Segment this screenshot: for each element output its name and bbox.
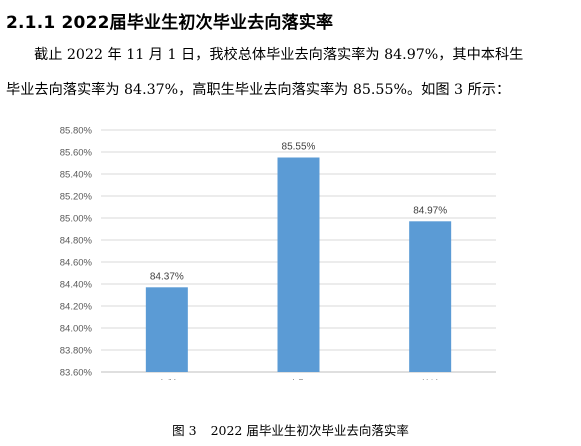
data-label: 85.55% — [282, 142, 316, 153]
bar — [277, 157, 320, 372]
caption-number: 图 3 — [172, 423, 197, 438]
bars — [145, 157, 452, 372]
data-label: 84.37% — [150, 271, 184, 282]
x-tick-label: 总计 — [420, 378, 440, 380]
bar — [409, 221, 452, 372]
caption-text: 2022 届毕业生初次毕业去向落实率 — [210, 423, 409, 438]
y-tick-label: 85.60% — [60, 148, 93, 159]
y-tick-label: 85.20% — [60, 192, 93, 203]
bar — [145, 287, 188, 372]
y-tick-label: 84.00% — [60, 324, 93, 335]
y-axis-tick-labels: 83.60% 83.80% 84.00% 84.20% 84.40% 84.60% 84.8… — [60, 126, 93, 379]
y-tick-label: 83.60% — [60, 368, 93, 379]
y-tick-label: 85.00% — [60, 214, 93, 225]
y-tick-label: 84.80% — [60, 236, 93, 247]
data-labels: 84.37% 85.55% 84.97% — [150, 142, 447, 283]
x-tick-label: 本科 — [157, 378, 177, 380]
x-axis-tick-labels: 本科 高职 总计 — [157, 378, 440, 380]
y-tick-label: 84.40% — [60, 280, 93, 291]
paragraph-line-1: 截止 2022 年 11 月 1 日，我校总体毕业去向落实率为 84.97%，其… — [34, 47, 524, 63]
bar-chart: 83.60% 83.80% 84.00% 84.20% 84.40% 84.60% 84.8… — [60, 126, 496, 380]
y-tick-label: 85.40% — [60, 170, 93, 181]
paragraph-line-2: 毕业去向落实率为 84.37%，高职生毕业去向落实率为 85.55%。如图 3 … — [6, 82, 511, 98]
y-tick-label: 85.80% — [60, 126, 93, 137]
y-tick-label: 83.80% — [60, 346, 93, 357]
section-heading: 2.1.1 2022届毕业生初次毕业去向落实率 — [6, 13, 334, 33]
figure-caption: 图 3 2022 届毕业生初次毕业去向落实率 — [0, 420, 581, 439]
data-label: 84.97% — [413, 205, 447, 216]
y-tick-label: 84.20% — [60, 302, 93, 313]
y-tick-label: 84.60% — [60, 258, 93, 269]
x-tick-label: 高职 — [289, 378, 309, 380]
